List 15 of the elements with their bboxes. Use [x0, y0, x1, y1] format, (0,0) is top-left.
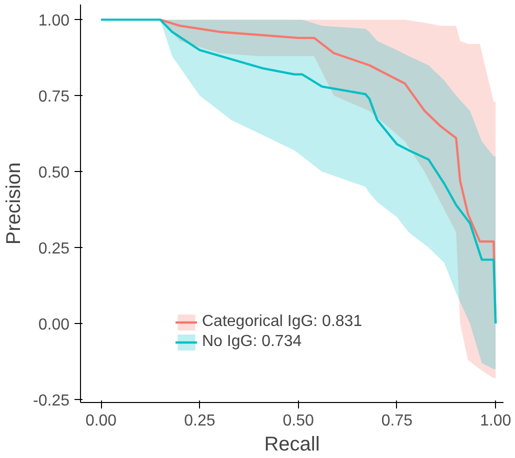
y-axis-title: Precision: [3, 162, 26, 245]
legend-label: Categorical IgG: 0.831: [202, 313, 362, 331]
x-tick-label: 1.00: [480, 412, 512, 430]
x-tick-label: 0.50: [282, 412, 314, 430]
y-tick-label: 0.25: [38, 240, 70, 258]
x-tick-label: 0.75: [381, 412, 413, 430]
x-tick-label: 0.00: [85, 412, 117, 430]
legend-label: No IgG: 0.734: [202, 333, 302, 351]
y-tick-label: 0.75: [38, 88, 70, 106]
x-tick-label: 0.25: [184, 412, 216, 430]
y-tick-label: 1.00: [38, 12, 70, 30]
y-tick-label: -0.25: [33, 392, 70, 410]
y-tick-label: 0.00: [38, 316, 70, 334]
x-axis-title: Recall: [264, 434, 320, 456]
y-tick-label: 0.50: [38, 164, 70, 182]
